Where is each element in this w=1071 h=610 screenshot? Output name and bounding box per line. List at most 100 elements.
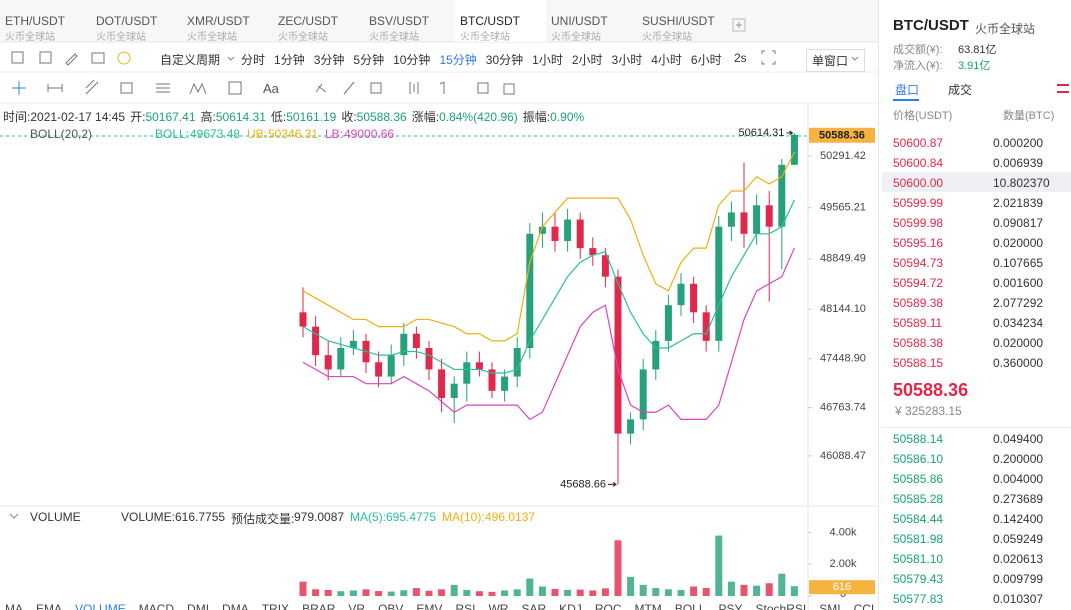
indicator-tab[interactable]: MACD	[138, 602, 175, 610]
period[interactable]: 1小时	[532, 53, 563, 67]
fullscreen-icon	[761, 50, 776, 65]
period[interactable]: 3小时	[611, 53, 643, 67]
volume-legend-value: 496.0137	[485, 510, 536, 524]
volume-bar	[425, 590, 433, 596]
indicator-tab[interactable]: ROC	[594, 602, 622, 610]
indicator-tab[interactable]: MTM	[634, 602, 662, 610]
quantity: 0.034234	[993, 316, 1044, 330]
indicator-tab[interactable]: TRIX	[261, 602, 290, 610]
tab[interactable]: 盘口	[895, 83, 920, 97]
indicator-tab[interactable]: DMA	[222, 602, 249, 610]
tab-exchange: 火币全球站	[369, 32, 419, 43]
indicator-tab[interactable]: DMI	[187, 602, 210, 610]
price: 50594.72	[893, 276, 944, 290]
period[interactable]: 10分钟	[393, 53, 431, 67]
volume-bar	[639, 584, 647, 596]
font-tool[interactable]: Aa	[263, 81, 279, 96]
menu-icon[interactable]	[1057, 84, 1069, 93]
tab-pair[interactable]: XMR/USDT	[187, 14, 250, 28]
period[interactable]: 分时	[241, 53, 266, 67]
quantity: 0.006939	[993, 156, 1044, 170]
volume-bar	[400, 590, 408, 596]
candle-body	[614, 276, 622, 434]
info-label: 开:	[130, 110, 146, 124]
indicator-tab[interactable]: StochRSI	[755, 602, 807, 610]
tool-icons[interactable]	[11, 51, 515, 95]
inflow-label: 净流入(¥):	[893, 60, 943, 72]
indicator-tab[interactable]: BRAR	[302, 602, 336, 610]
indicator-tab[interactable]: VOLUME	[75, 602, 126, 610]
legend-value: 50346.31	[268, 127, 319, 141]
volume-bar	[324, 589, 332, 596]
candle-body	[312, 326, 320, 356]
price: 50585.28	[893, 492, 944, 506]
period[interactable]: 4小时	[651, 53, 682, 67]
last-cny: ¥ 325283.15	[895, 404, 962, 418]
add-tab[interactable]	[732, 18, 746, 32]
window-mode[interactable]: 单窗口	[806, 49, 866, 72]
volume-bar	[475, 591, 483, 596]
volume-bar	[538, 586, 546, 596]
info-label: 振幅:	[522, 110, 551, 124]
tab-pair[interactable]: BTC/USDT	[460, 14, 520, 28]
max-arrow	[786, 130, 794, 136]
indicator-tab[interactable]: KDJ	[559, 602, 582, 610]
volume-bar	[753, 585, 761, 596]
indicator-tab[interactable]: VR	[348, 602, 366, 610]
volume-bar	[551, 588, 559, 596]
indicator-tab[interactable]: OBV	[378, 602, 404, 610]
indicator-tab[interactable]: RSI	[455, 602, 476, 610]
indicator-tab[interactable]: EMA	[36, 602, 63, 610]
price: 50599.98	[893, 216, 944, 230]
period[interactable]: 1分钟	[274, 53, 305, 67]
info-value: 50167.41	[145, 110, 196, 124]
tab-pair[interactable]: DOT/USDT	[96, 14, 158, 28]
quantity: 0.010307	[993, 592, 1044, 606]
period[interactable]: 30分钟	[485, 53, 524, 67]
tab-pair[interactable]: SUSHI/USDT	[642, 14, 715, 28]
indicator-tab[interactable]: CCI	[853, 602, 875, 610]
y-tick-label: 4.00k	[830, 526, 857, 538]
candle-body	[740, 212, 748, 234]
indicator-tab[interactable]: PSY	[718, 602, 743, 610]
candle-body	[715, 226, 723, 341]
tab-pair[interactable]: ZEC/USDT	[278, 14, 338, 28]
indicator-tab[interactable]: SAR	[521, 602, 547, 610]
info-item: 时间:2021-02-17 14:45	[3, 108, 125, 125]
candle-body	[299, 312, 307, 327]
indicator-tab[interactable]: MA	[5, 602, 23, 610]
period[interactable]: 15分钟	[439, 53, 477, 67]
price: 50595.16	[893, 236, 944, 250]
tab-pair[interactable]: BSV/USDT	[369, 14, 430, 28]
tab-pair[interactable]: ETH/USDT	[5, 14, 65, 28]
indicator-tab[interactable]: WR	[488, 602, 509, 610]
chart: 50291.42 49565.21 48849.49 48144.10 47448.90…	[0, 0, 878, 610]
indicator-tab[interactable]: SMI	[819, 602, 841, 610]
candle-body	[400, 333, 408, 356]
tab[interactable]: 成交	[948, 83, 973, 97]
custom-period[interactable]: 自定义周期	[160, 53, 221, 67]
price: 50600.84	[893, 156, 944, 170]
period[interactable]: 5分钟	[353, 53, 385, 67]
price: 50600.87	[893, 136, 944, 150]
candle-body	[463, 362, 471, 384]
candle-body	[589, 248, 597, 256]
tab-bar-bg	[0, 0, 878, 42]
indicator-tab[interactable]: BOLL	[674, 602, 706, 610]
refresh[interactable]: 2s	[734, 51, 747, 65]
dropdown-arrow	[227, 56, 235, 61]
turnover-value: 63.81亿	[958, 44, 997, 56]
last-price-bg	[809, 127, 875, 143]
collapse-icon	[9, 513, 19, 519]
quantity: 0.004000	[993, 472, 1044, 486]
row-highlight	[882, 172, 1071, 192]
tab-pair[interactable]: UNI/USDT	[551, 14, 608, 28]
period[interactable]: 3分钟	[313, 53, 345, 67]
period[interactable]: 6小时	[690, 53, 722, 67]
indicator-tab[interactable]: EMV	[416, 602, 443, 610]
info-value: 0.90%	[550, 110, 585, 124]
quantity: 0.049400	[993, 432, 1044, 446]
period[interactable]: 2小时	[571, 53, 603, 67]
candle-body	[727, 212, 735, 227]
volume-bar	[601, 588, 609, 596]
